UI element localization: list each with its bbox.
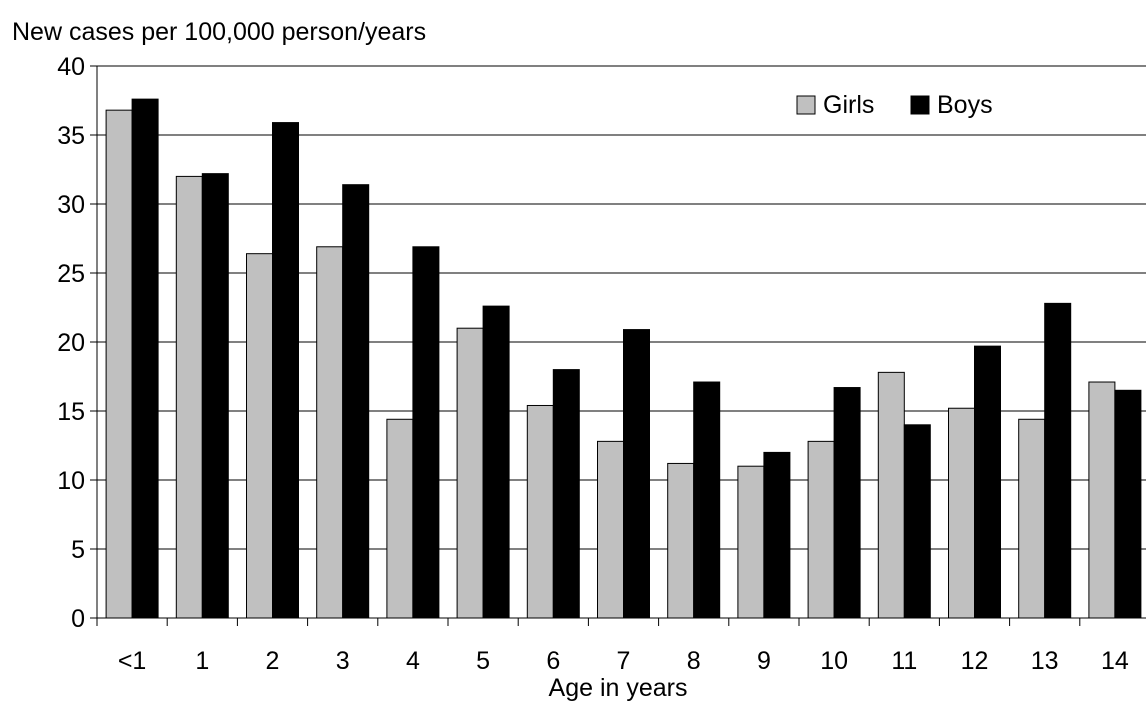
- bar-boys-6: [552, 369, 580, 619]
- bar-girls-3: [316, 246, 344, 619]
- bar-girls-13: [1018, 418, 1046, 619]
- y-tick-label: 25: [57, 260, 85, 288]
- bar-boys-5: [482, 305, 510, 619]
- bar-girls-1: [175, 175, 203, 619]
- bar-boys-12: [974, 345, 1001, 619]
- x-tick-label: 10: [820, 647, 848, 675]
- x-tick-label: 7: [617, 647, 631, 675]
- legend-swatch-girls: [796, 95, 816, 115]
- x-tick-label: 3: [336, 647, 350, 675]
- bar-boys-<1: [131, 98, 159, 619]
- bar-girls-7: [597, 440, 624, 619]
- bar-girls-11: [877, 371, 905, 619]
- x-tick-label: 14: [1101, 647, 1129, 675]
- y-tick-label: 20: [57, 329, 85, 357]
- y-tick-label: 30: [57, 191, 85, 219]
- legend: Girls Boys: [796, 91, 993, 119]
- bar-boys-11: [903, 424, 931, 619]
- bar-boys-10: [833, 387, 861, 619]
- x-tick-label: 9: [757, 647, 771, 675]
- bar-girls-5: [456, 327, 484, 619]
- bar-boys-13: [1044, 302, 1072, 619]
- x-tick-label: <1: [118, 647, 147, 675]
- bar-girls-<1: [105, 109, 133, 619]
- bar-boys-8: [693, 381, 721, 619]
- y-tick-label: 10: [57, 467, 85, 495]
- x-tick-label: 13: [1031, 647, 1059, 675]
- bar-girls-6: [526, 404, 554, 619]
- bar-boys-9: [763, 451, 791, 619]
- bar-girls-2: [246, 253, 273, 619]
- bar-girls-14: [1088, 381, 1116, 619]
- legend-label-girls: Girls: [823, 91, 874, 119]
- y-tick-label: 15: [57, 398, 85, 426]
- x-tick-label: 1: [195, 647, 209, 675]
- axes: [90, 65, 1146, 626]
- bar-boys-14: [1114, 389, 1142, 619]
- bar-girls-9: [737, 465, 765, 619]
- y-axis-title: New cases per 100,000 person/years: [12, 18, 426, 46]
- x-tick-label: 8: [687, 647, 701, 675]
- x-tick-label: 12: [961, 647, 989, 675]
- y-tick-label: 35: [57, 122, 85, 150]
- y-tick-label: 40: [57, 53, 85, 81]
- x-tick-label: 6: [546, 647, 560, 675]
- bar-boys-4: [412, 246, 440, 619]
- legend-label-boys: Boys: [937, 91, 993, 119]
- bar-girls-10: [807, 440, 835, 619]
- bar-girls-8: [667, 462, 695, 619]
- bar-girls-12: [948, 407, 975, 619]
- bar-boys-2: [272, 122, 299, 619]
- x-axis-title: Age in years: [549, 674, 688, 702]
- y-tick-label: 0: [71, 605, 85, 633]
- x-tick-label: 2: [266, 647, 280, 675]
- bar-girls-4: [386, 418, 414, 619]
- bar-boys-1: [201, 173, 229, 619]
- x-tick-label: 5: [476, 647, 490, 675]
- bar-boys-3: [342, 184, 370, 619]
- x-tick-label: 11: [891, 647, 917, 675]
- bar-boys-7: [623, 329, 650, 619]
- legend-swatch-boys: [910, 95, 930, 115]
- y-tick-label: 5: [71, 536, 85, 564]
- bars: [105, 98, 1142, 619]
- x-tick-label: 4: [406, 647, 420, 675]
